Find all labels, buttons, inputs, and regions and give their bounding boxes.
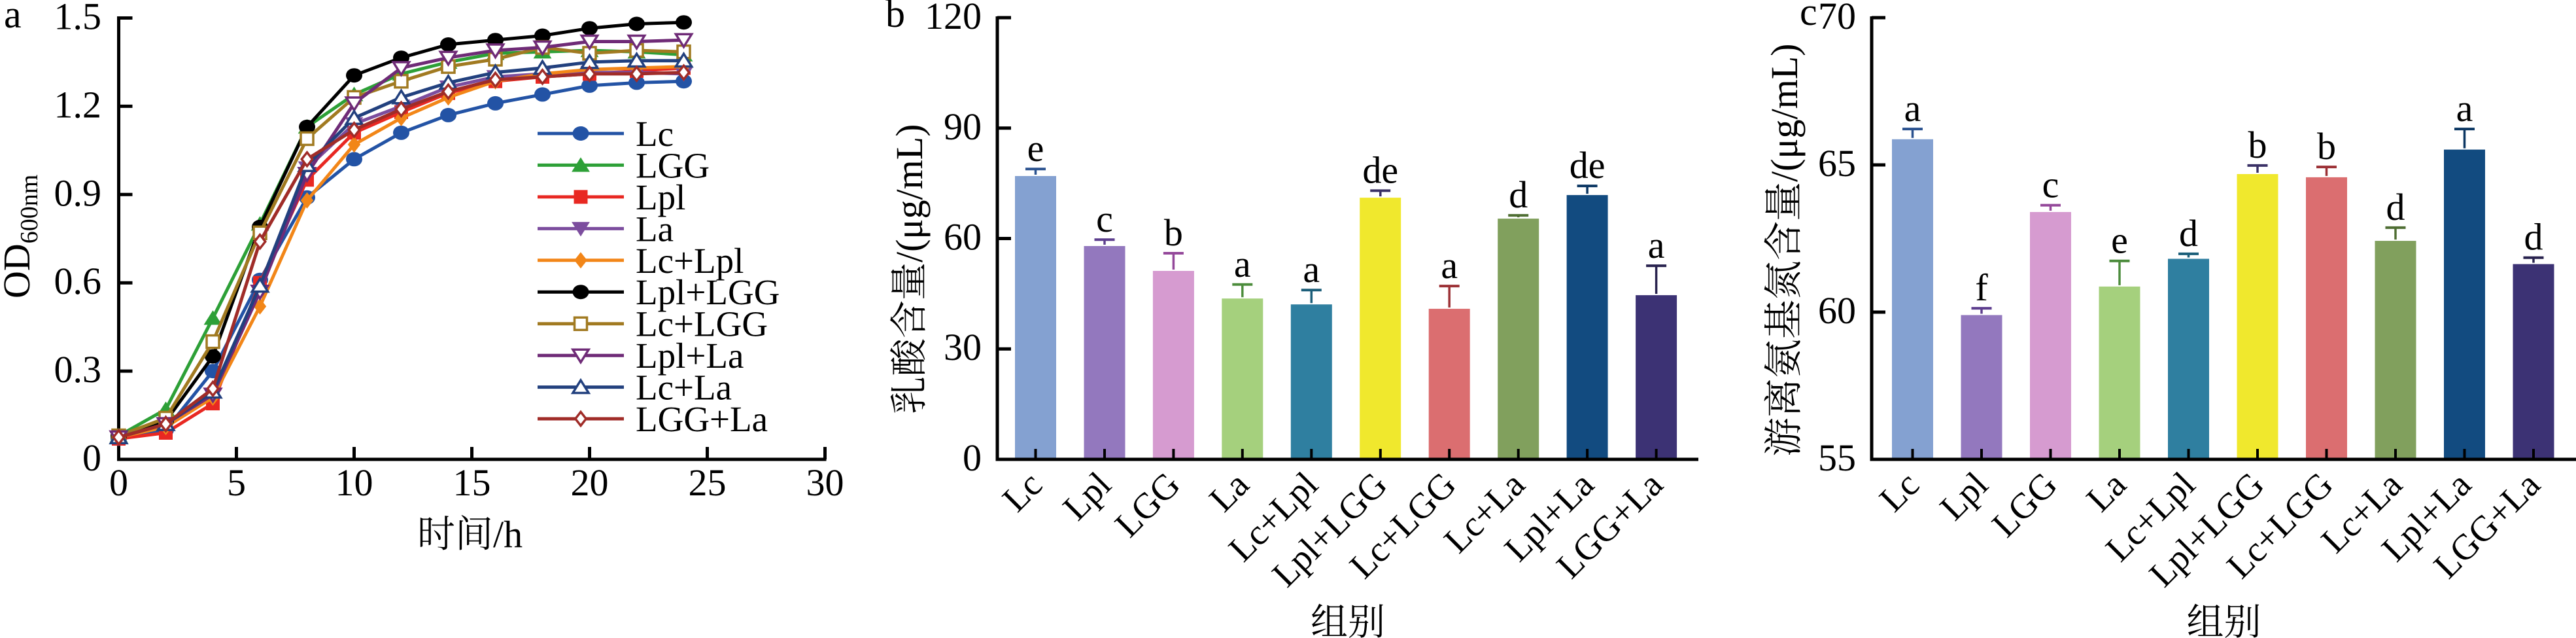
svg-text:25: 25: [689, 461, 727, 504]
svg-text:15: 15: [453, 461, 491, 504]
svg-text:a: a: [2456, 87, 2473, 130]
svg-text:a: a: [1303, 248, 1320, 291]
svg-text:de: de: [1362, 149, 1398, 191]
svg-text:a: a: [1648, 224, 1665, 266]
svg-text:0: 0: [82, 436, 101, 479]
svg-text:70: 70: [1818, 0, 1856, 37]
svg-text:0: 0: [109, 461, 128, 504]
svg-text:30: 30: [944, 326, 982, 368]
svg-text:/h: /h: [493, 513, 523, 556]
svg-text:10: 10: [335, 461, 373, 504]
svg-text:Lc: Lc: [636, 114, 674, 154]
svg-text:d: d: [2386, 186, 2405, 228]
svg-text:e: e: [1027, 127, 1044, 169]
svg-text:Lpl+La: Lpl+La: [636, 336, 744, 376]
svg-text:d: d: [2179, 212, 2198, 255]
svg-text:Lc+Lpl: Lc+Lpl: [636, 241, 744, 281]
svg-text:a: a: [1904, 87, 1921, 130]
svg-text:c: c: [2042, 164, 2059, 206]
svg-text:20: 20: [571, 461, 609, 504]
svg-text:f: f: [1975, 266, 1988, 309]
svg-text:60: 60: [1818, 289, 1856, 332]
svg-text:La: La: [636, 209, 674, 249]
svg-text:5: 5: [227, 461, 246, 504]
svg-text:Lpl+LGG: Lpl+LGG: [636, 272, 780, 312]
svg-text:/(μg/mL): /(μg/mL): [888, 124, 931, 263]
svg-text:Lc+La: Lc+La: [636, 368, 732, 408]
svg-text:a: a: [1441, 244, 1458, 287]
svg-text:e: e: [2111, 219, 2128, 262]
svg-text:b: b: [2248, 124, 2267, 166]
svg-text:LGG: LGG: [636, 145, 710, 185]
svg-text:Lpl: Lpl: [636, 177, 685, 217]
svg-text:120: 120: [925, 0, 982, 37]
svg-text:c: c: [1800, 0, 1817, 33]
svg-text:b: b: [2317, 125, 2336, 168]
svg-text:d: d: [2524, 216, 2543, 258]
svg-text:0.3: 0.3: [54, 348, 102, 391]
svg-text:de: de: [1570, 144, 1606, 186]
svg-text:LGG+La: LGG+La: [636, 399, 768, 439]
svg-text:a: a: [1234, 243, 1251, 285]
svg-text:1.2: 1.2: [54, 83, 102, 126]
svg-text:30: 30: [806, 461, 844, 504]
svg-text:Lc+LGG: Lc+LGG: [636, 304, 768, 344]
svg-text:65: 65: [1818, 142, 1856, 185]
svg-text:0.6: 0.6: [54, 260, 102, 302]
svg-text:1.5: 1.5: [54, 0, 102, 38]
svg-text:b: b: [1164, 211, 1183, 254]
svg-text:b: b: [885, 0, 905, 35]
svg-text:90: 90: [944, 105, 982, 148]
svg-text:55: 55: [1818, 436, 1856, 479]
svg-text:0: 0: [963, 436, 982, 479]
svg-text:60: 60: [944, 216, 982, 258]
svg-text:d: d: [1509, 173, 1528, 216]
svg-text:0.9: 0.9: [54, 171, 102, 214]
svg-text:/(μg/mL): /(μg/mL): [1763, 44, 1806, 183]
svg-text:c: c: [1096, 198, 1113, 240]
svg-text:a: a: [4, 0, 22, 36]
